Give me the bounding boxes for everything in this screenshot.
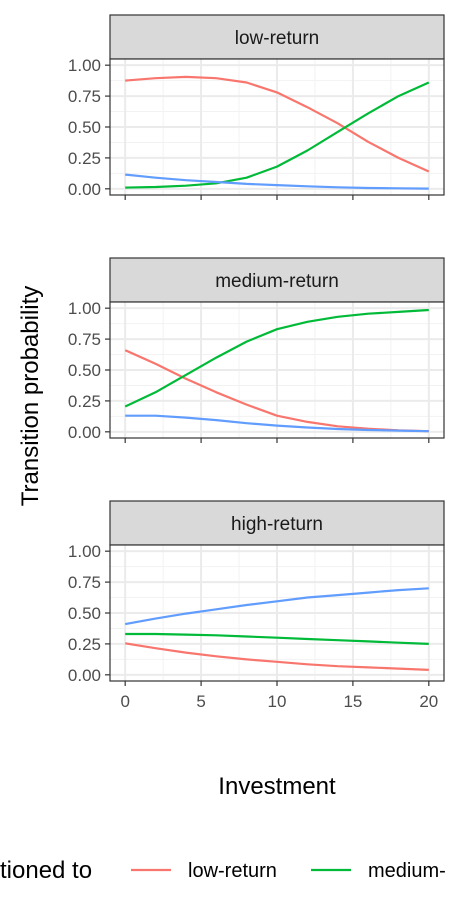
legend-title: tioned to [0, 857, 92, 884]
y-tick-label: 0.50 [68, 604, 101, 623]
series-line-low-return [125, 642, 429, 671]
y-tick-label: 1.00 [68, 542, 101, 561]
series-line-medium-return [124, 308, 429, 408]
panel-medium-return: medium-return 0.00 0.25 0.50 0.75 1.00 [68, 257, 445, 443]
series-line-medium-return [125, 632, 429, 645]
series-line-high-return [125, 587, 429, 626]
y-tick-label: 1.00 [68, 299, 101, 318]
y-tick-label: 0.25 [68, 392, 101, 411]
y-axis-title: Transition probability [17, 286, 44, 507]
y-tick-label: 0.00 [68, 180, 101, 199]
y-tick-label: 0.25 [68, 149, 101, 168]
strip-label: high-return [231, 514, 323, 535]
series-line-high-return [125, 173, 429, 190]
panel-high-return: high-return 0.00 0.25 0.50 0.75 1.00 0 5 10 15 20 [68, 500, 445, 711]
strip-background [109, 257, 445, 303]
x-tick-label: 10 [268, 692, 287, 711]
y-tick-label: 0.75 [68, 573, 101, 592]
y-tick-label: 0.50 [68, 118, 101, 137]
x-tick-label: 20 [419, 692, 438, 711]
legend: tioned to low-return medium- [0, 857, 446, 884]
x-axis-title: Investment [218, 773, 336, 800]
strip-background [109, 14, 445, 60]
y-tick-label: 0.75 [68, 330, 101, 349]
strip-label: medium-return [215, 271, 339, 292]
y-tick-label: 0.75 [68, 87, 101, 106]
x-tick-label: 0 [120, 692, 129, 711]
x-tick-label: 15 [343, 692, 362, 711]
chart-panels: low-return0.000.250.500.751.00medium-ret… [68, 14, 445, 711]
series-line-high-return [125, 414, 429, 433]
y-tick-label: 1.00 [68, 56, 101, 75]
legend-label: medium- [368, 860, 446, 882]
y-tick-label: 0.00 [68, 423, 101, 442]
y-tick-label: 0.50 [68, 361, 101, 380]
legend-label: low-return [188, 860, 277, 882]
x-tick-label: 5 [196, 692, 205, 711]
y-tick-label: 0.00 [68, 666, 101, 685]
y-tick-label: 0.25 [68, 635, 101, 654]
panel-low-return: low-return 0.00 0.25 0.50 0.75 1.00 [68, 14, 445, 200]
strip-label: low-return [235, 28, 319, 49]
series-line-low-return [125, 75, 430, 173]
series-line-medium-return [125, 81, 430, 189]
